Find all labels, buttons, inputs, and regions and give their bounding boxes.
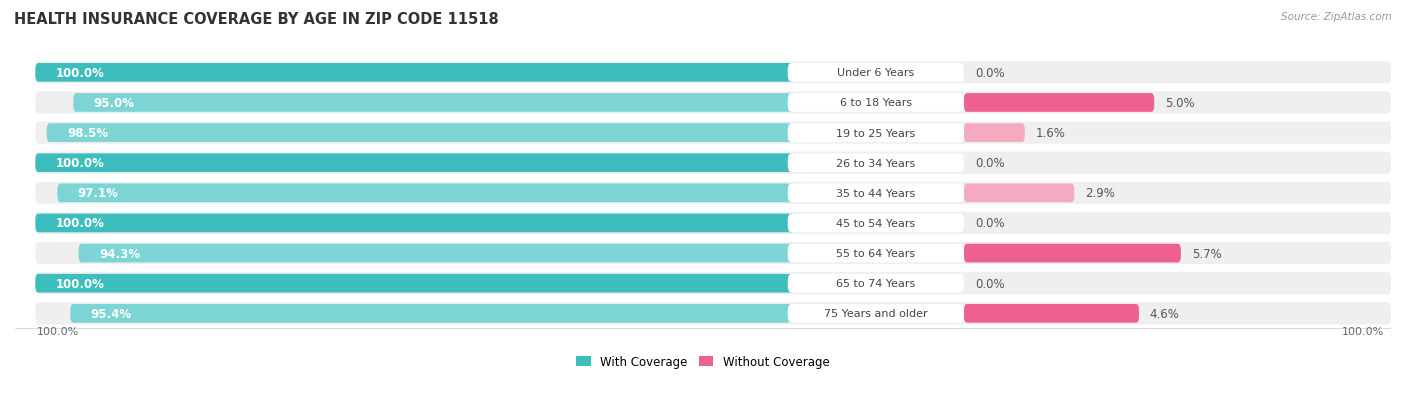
Text: 35 to 44 Years: 35 to 44 Years (837, 188, 915, 198)
FancyBboxPatch shape (787, 184, 965, 203)
Text: 0.0%: 0.0% (974, 217, 1004, 230)
FancyBboxPatch shape (787, 154, 965, 173)
FancyBboxPatch shape (35, 92, 1391, 114)
FancyBboxPatch shape (35, 274, 794, 293)
Text: 6 to 18 Years: 6 to 18 Years (839, 98, 912, 108)
FancyBboxPatch shape (965, 244, 1181, 263)
Text: 0.0%: 0.0% (974, 157, 1004, 170)
Text: 100.0%: 100.0% (56, 66, 104, 80)
Text: 95.0%: 95.0% (94, 97, 135, 110)
Legend: With Coverage, Without Coverage: With Coverage, Without Coverage (576, 355, 830, 368)
Text: 45 to 54 Years: 45 to 54 Years (837, 218, 915, 228)
Text: 26 to 34 Years: 26 to 34 Years (837, 158, 915, 169)
FancyBboxPatch shape (787, 274, 965, 293)
FancyBboxPatch shape (35, 302, 1391, 325)
FancyBboxPatch shape (35, 154, 794, 173)
Text: 100.0%: 100.0% (56, 277, 104, 290)
FancyBboxPatch shape (35, 152, 1391, 174)
Text: 0.0%: 0.0% (974, 277, 1004, 290)
FancyBboxPatch shape (58, 184, 794, 203)
Text: 65 to 74 Years: 65 to 74 Years (837, 278, 915, 289)
Text: 55 to 64 Years: 55 to 64 Years (837, 249, 915, 259)
FancyBboxPatch shape (35, 122, 1391, 145)
Text: 100.0%: 100.0% (56, 157, 104, 170)
FancyBboxPatch shape (46, 124, 794, 142)
Text: 0.0%: 0.0% (974, 66, 1004, 80)
FancyBboxPatch shape (35, 214, 794, 233)
Text: 1.6%: 1.6% (1036, 127, 1066, 140)
FancyBboxPatch shape (35, 62, 1391, 84)
FancyBboxPatch shape (965, 184, 1074, 203)
Text: Under 6 Years: Under 6 Years (837, 68, 914, 78)
FancyBboxPatch shape (787, 64, 965, 83)
FancyBboxPatch shape (787, 94, 965, 112)
Text: 97.1%: 97.1% (77, 187, 118, 200)
Text: 95.4%: 95.4% (90, 307, 132, 320)
FancyBboxPatch shape (79, 244, 794, 263)
Text: 5.0%: 5.0% (1166, 97, 1195, 110)
Text: 100.0%: 100.0% (1341, 326, 1385, 336)
Text: 19 to 25 Years: 19 to 25 Years (837, 128, 915, 138)
FancyBboxPatch shape (35, 212, 1391, 235)
FancyBboxPatch shape (35, 64, 794, 83)
Text: 5.7%: 5.7% (1192, 247, 1222, 260)
FancyBboxPatch shape (965, 124, 1025, 142)
FancyBboxPatch shape (35, 242, 1391, 265)
FancyBboxPatch shape (787, 244, 965, 263)
FancyBboxPatch shape (35, 273, 1391, 294)
Text: 94.3%: 94.3% (98, 247, 141, 260)
Text: 100.0%: 100.0% (37, 326, 79, 336)
FancyBboxPatch shape (787, 304, 965, 323)
FancyBboxPatch shape (35, 182, 1391, 204)
Text: 2.9%: 2.9% (1085, 187, 1115, 200)
FancyBboxPatch shape (787, 124, 965, 142)
Text: 100.0%: 100.0% (56, 217, 104, 230)
Text: 4.6%: 4.6% (1150, 307, 1180, 320)
Text: HEALTH INSURANCE COVERAGE BY AGE IN ZIP CODE 11518: HEALTH INSURANCE COVERAGE BY AGE IN ZIP … (14, 12, 499, 27)
FancyBboxPatch shape (70, 304, 794, 323)
FancyBboxPatch shape (73, 94, 794, 112)
Text: 98.5%: 98.5% (67, 127, 108, 140)
Text: Source: ZipAtlas.com: Source: ZipAtlas.com (1281, 12, 1392, 22)
FancyBboxPatch shape (965, 304, 1139, 323)
Text: 75 Years and older: 75 Years and older (824, 309, 928, 318)
FancyBboxPatch shape (965, 94, 1154, 112)
FancyBboxPatch shape (787, 214, 965, 233)
